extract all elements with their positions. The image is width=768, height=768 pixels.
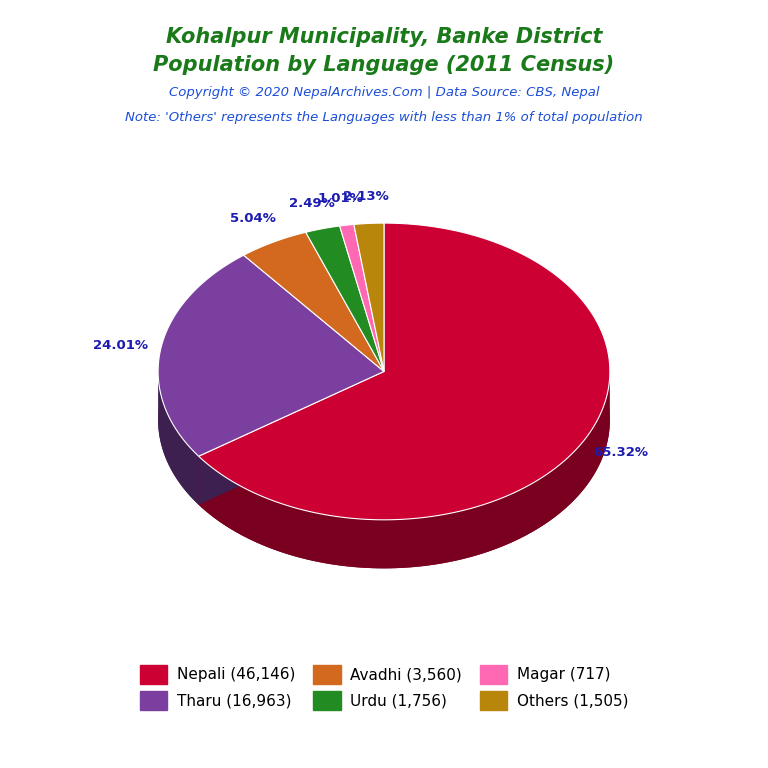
Text: Copyright © 2020 NepalArchives.Com | Data Source: CBS, Nepal: Copyright © 2020 NepalArchives.Com | Dat… — [169, 86, 599, 99]
Text: 24.01%: 24.01% — [93, 339, 147, 353]
Text: Note: 'Others' represents the Languages with less than 1% of total population: Note: 'Others' represents the Languages … — [125, 111, 643, 124]
Text: 65.32%: 65.32% — [593, 446, 647, 459]
Text: 2.49%: 2.49% — [289, 197, 334, 210]
Polygon shape — [339, 273, 384, 420]
Text: 1.01%: 1.01% — [317, 192, 363, 205]
Text: 5.04%: 5.04% — [230, 212, 276, 225]
Legend: Nepali (46,146), Tharu (16,963), Avadhi (3,560), Urdu (1,756), Magar (717), Othe: Nepali (46,146), Tharu (16,963), Avadhi … — [135, 660, 633, 714]
Text: Population by Language (2011 Census): Population by Language (2011 Census) — [154, 55, 614, 75]
Polygon shape — [158, 304, 384, 505]
Polygon shape — [243, 232, 384, 372]
Polygon shape — [306, 274, 384, 420]
Text: 2.13%: 2.13% — [343, 190, 389, 204]
Polygon shape — [339, 224, 384, 372]
Polygon shape — [199, 272, 610, 568]
Polygon shape — [158, 255, 384, 456]
Polygon shape — [354, 272, 384, 420]
Polygon shape — [199, 223, 610, 520]
Text: Kohalpur Municipality, Banke District: Kohalpur Municipality, Banke District — [166, 27, 602, 47]
Polygon shape — [199, 374, 610, 568]
Polygon shape — [243, 281, 384, 420]
Polygon shape — [199, 372, 384, 505]
Polygon shape — [158, 372, 199, 505]
Polygon shape — [354, 223, 384, 372]
Polygon shape — [199, 372, 384, 505]
Polygon shape — [306, 226, 384, 372]
